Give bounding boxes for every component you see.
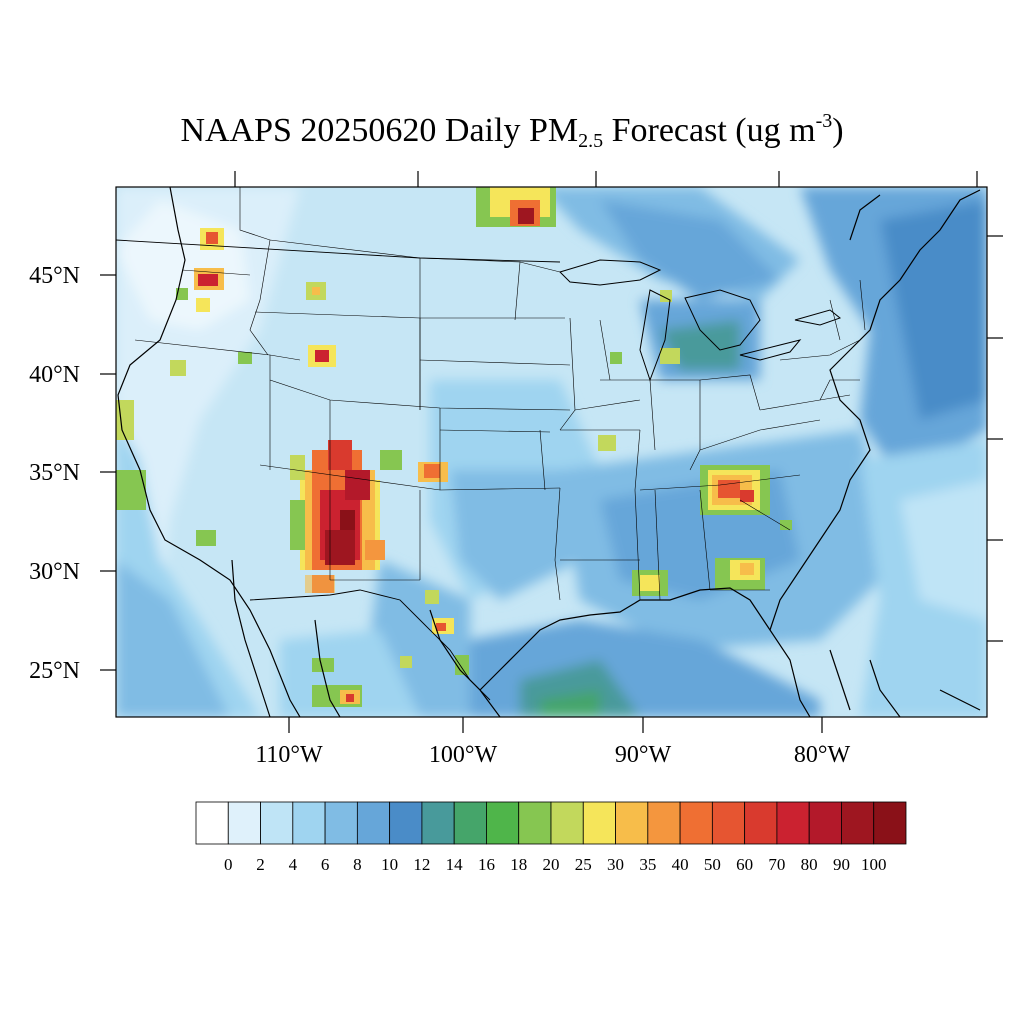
colorbar-swatch (292, 801, 326, 845)
coastlines (117, 187, 981, 717)
colorbar-swatch (808, 801, 842, 845)
colorbar-label: 40 (672, 855, 689, 874)
colorbar-swatch (582, 801, 616, 845)
colorbar-swatch (550, 801, 584, 845)
lon-label-100w: 100°W (429, 742, 498, 768)
colorbar-label: 8 (353, 855, 362, 874)
colorbar-label: 25 (575, 855, 592, 874)
pm25-hotspots (116, 187, 792, 707)
colorbar-label: 30 (607, 855, 624, 874)
title-middle: Forecast (ug m (603, 112, 816, 149)
colorbar-swatch (260, 801, 294, 845)
pm25-field (116, 187, 987, 717)
lon-label-80w: 80°W (794, 742, 851, 768)
colorbar-swatch (227, 801, 261, 845)
colorbar-swatch (744, 801, 778, 845)
colorbar-swatch (679, 801, 713, 845)
colorbar-label: 18 (510, 855, 527, 874)
colorbar-label: 14 (446, 855, 464, 874)
colorbar-swatch (356, 801, 391, 845)
colorbar-swatch (647, 801, 681, 845)
title-prefix: NAAPS 20250620 Daily PM (180, 112, 579, 149)
colorbar-swatch (518, 801, 552, 845)
title-superscript: -3 (815, 110, 833, 132)
colorbar-label: 2 (256, 855, 265, 874)
colorbar-label: 20 (543, 855, 560, 874)
lat-label-40: 40°N (29, 362, 80, 388)
title-subscript: 2.5 (578, 130, 604, 152)
colorbar-label: 80 (801, 855, 818, 874)
colorbar-label: 100 (861, 855, 887, 874)
colorbar-label: 16 (478, 855, 495, 874)
colorbar-label: 90 (833, 855, 850, 874)
country-borders (116, 239, 561, 701)
lat-label-35: 35°N (29, 460, 80, 486)
colorbar-label: 35 (639, 855, 656, 874)
colorbar-swatch (421, 801, 455, 845)
colorbar-swatch (486, 801, 520, 845)
colorbar-label: 4 (289, 855, 298, 874)
lon-label-90w: 90°W (615, 742, 672, 768)
colorbar-swatch (453, 801, 487, 845)
map-title: NAAPS 20250620 Daily PM2.5 Forecast (ug … (0, 110, 1024, 152)
colorbar-label: 60 (736, 855, 753, 874)
colorbar-swatch (711, 801, 746, 845)
map-frame (115, 186, 988, 718)
colorbar-label: 0 (224, 855, 233, 874)
colorbar-swatch (776, 801, 810, 845)
colorbar-label: 12 (413, 855, 430, 874)
colorbar-swatch (324, 801, 358, 845)
lon-label-110w: 110°W (255, 742, 323, 768)
colorbar-label: 10 (381, 855, 398, 874)
colorbar-swatch (615, 801, 649, 845)
lat-label-25: 25°N (29, 658, 80, 684)
colorbar-swatch (841, 801, 875, 845)
colorbar: 0 2 4 6 8 10 12 14 16 18 20 25 30 35 40 50 60 70 80 90 100 (195, 801, 907, 874)
tick-marks (100, 171, 1003, 733)
state-borders (134, 187, 866, 601)
colorbar-swatch (389, 801, 423, 845)
lat-label-45: 45°N (29, 263, 80, 289)
title-suffix: ) (832, 112, 844, 149)
colorbar-label: 6 (321, 855, 330, 874)
lat-label-30: 30°N (29, 559, 80, 585)
colorbar-swatch (873, 801, 907, 845)
colorbar-label: 70 (768, 855, 785, 874)
colorbar-swatch (195, 801, 229, 845)
colorbar-label: 50 (704, 855, 721, 874)
